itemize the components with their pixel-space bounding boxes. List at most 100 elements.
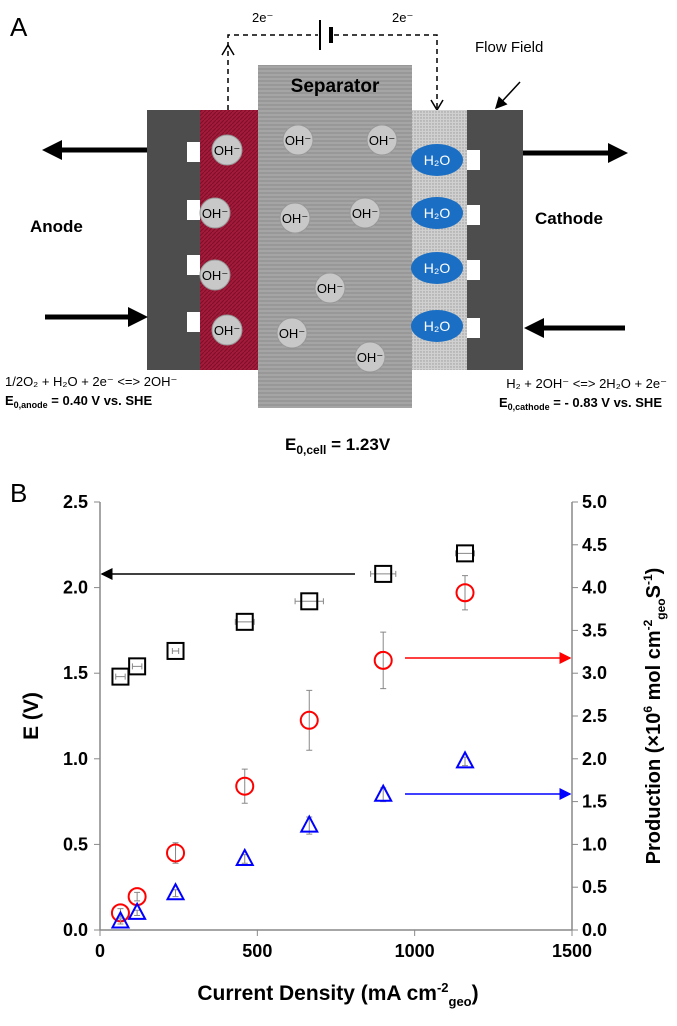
triangle-marker [455, 750, 475, 769]
separator [258, 65, 412, 408]
water-label: H₂O [424, 152, 451, 168]
panel-label: A [10, 12, 28, 42]
ion [211, 134, 243, 166]
water-label: H₂O [424, 205, 451, 221]
water [411, 310, 463, 342]
flow-arrows [45, 147, 625, 331]
circle-marker [373, 650, 393, 670]
square-marker [166, 641, 185, 660]
ion [276, 317, 308, 349]
y2-tick-label: 0.5 [582, 877, 607, 897]
cathode-label: Cathode [535, 209, 603, 228]
y2-tick-label: 1.5 [582, 792, 607, 812]
y2-tick-label: 2.5 [582, 706, 607, 726]
ion-label: OH⁻ [357, 350, 383, 365]
y2-tick-label: 1.0 [582, 834, 607, 854]
triangle-marker [235, 847, 255, 866]
flow-field-pointer [494, 81, 521, 110]
square-marker [128, 657, 147, 676]
square-marker [374, 564, 393, 583]
ion [279, 202, 311, 234]
x-tick-label: 1500 [552, 941, 592, 961]
anode-label: Anode [30, 217, 83, 236]
cathode-potential: E0,cathode = - 0.83 V vs. SHE [499, 395, 662, 412]
flow-channels [187, 142, 480, 338]
y2-tick-label: 2.0 [582, 749, 607, 769]
ion-label: OH⁻ [202, 206, 228, 221]
x-axis-title: Current Density (mA cm-2geo) [197, 980, 478, 1009]
water [411, 144, 463, 176]
square-marker [111, 667, 130, 686]
anode-reaction: 1/2O₂ + H₂O + 2e⁻ <=> 2OH⁻ [5, 374, 177, 389]
ion-label: OH⁻ [285, 133, 311, 148]
electron-label: 2e⁻ [392, 10, 413, 25]
anode-potential: E0,anode = 0.40 V vs. SHE [5, 393, 152, 410]
y2-axis-title: Production (×106 mol cm-2geoS-1) [641, 568, 668, 865]
x-error-bar [131, 663, 143, 670]
y-error-bar [306, 689, 313, 751]
y-tick-label: 0.5 [63, 834, 88, 854]
water [411, 252, 463, 284]
triangle-marker [299, 814, 319, 833]
circle-marker [455, 583, 475, 603]
panel-a: A 2e⁻ 2e⁻ Separator Flow Field Anode Cat… [5, 10, 667, 457]
ion [314, 272, 346, 304]
x-error-bar [455, 550, 475, 557]
x-error-bar [115, 673, 126, 680]
ion [282, 124, 314, 156]
y-error-bar [241, 768, 248, 804]
ion [199, 259, 231, 291]
y2-tick-label: 5.0 [582, 492, 607, 512]
y2-tick-label: 3.0 [582, 663, 607, 683]
ion-label: OH⁻ [317, 281, 343, 296]
circle-marker [166, 843, 186, 863]
x-error-bar [171, 647, 180, 654]
y-error-bar [117, 918, 124, 925]
y-tick-label: 2.0 [63, 578, 88, 598]
triangle-marker [165, 882, 186, 901]
square-marker [235, 612, 254, 631]
y-tick-label: 2.5 [63, 492, 88, 512]
circle-marker [235, 776, 255, 796]
ion-label: OH⁻ [214, 143, 240, 158]
y-error-bar [172, 842, 179, 864]
separator-label: Separator [291, 76, 380, 97]
ion-label: OH⁻ [279, 326, 305, 341]
flow-field-label: Flow Field [475, 39, 543, 56]
water [411, 197, 463, 229]
ions: OH⁻ OH⁻ OH⁻ OH⁻ OH⁻ OH⁻ OH⁻ OH⁻ OH⁻ OH⁻ OH⁻ H₂O H₂O H… [199, 124, 463, 373]
ion-label: OH⁻ [282, 211, 308, 226]
y2-tick-label: 4.5 [582, 535, 607, 555]
water-label: H₂O [424, 260, 451, 276]
ion [199, 197, 231, 229]
ion-label: OH⁻ [202, 268, 228, 283]
y2-tick-label: 0.0 [582, 920, 607, 940]
ion [211, 314, 243, 346]
y-axis-title: E (V) [20, 692, 43, 740]
y-tick-label: 0.0 [63, 920, 88, 940]
ion-label: OH⁻ [214, 323, 240, 338]
ion-label: OH⁻ [352, 206, 378, 221]
x-error-bar [294, 598, 324, 605]
triangle-marker [373, 783, 393, 802]
ion [366, 124, 398, 156]
x-tick-label: 1000 [395, 941, 435, 961]
x-tick-label: 500 [242, 941, 272, 961]
square-marker [300, 592, 319, 611]
y-tick-label: 1.0 [63, 749, 88, 769]
y-error-bar [462, 575, 469, 611]
y2-tick-label: 3.5 [582, 620, 607, 640]
flow-arrowheads [42, 140, 628, 338]
y2-tick-label: 4.0 [582, 578, 607, 598]
panel-label: B [10, 478, 27, 508]
water-label: H₂O [424, 318, 451, 334]
ion [349, 197, 381, 229]
triangle-marker [127, 901, 147, 920]
panel-b: B E (V) Current Density (mA cm-2geo) Pro… [10, 478, 668, 1009]
cell-potential: E0,cell = 1.23V [285, 435, 391, 457]
x-error-bar [234, 618, 255, 625]
ion-label: OH⁻ [369, 133, 395, 148]
y-error-bar [134, 909, 141, 916]
y-error-bar [134, 891, 141, 902]
